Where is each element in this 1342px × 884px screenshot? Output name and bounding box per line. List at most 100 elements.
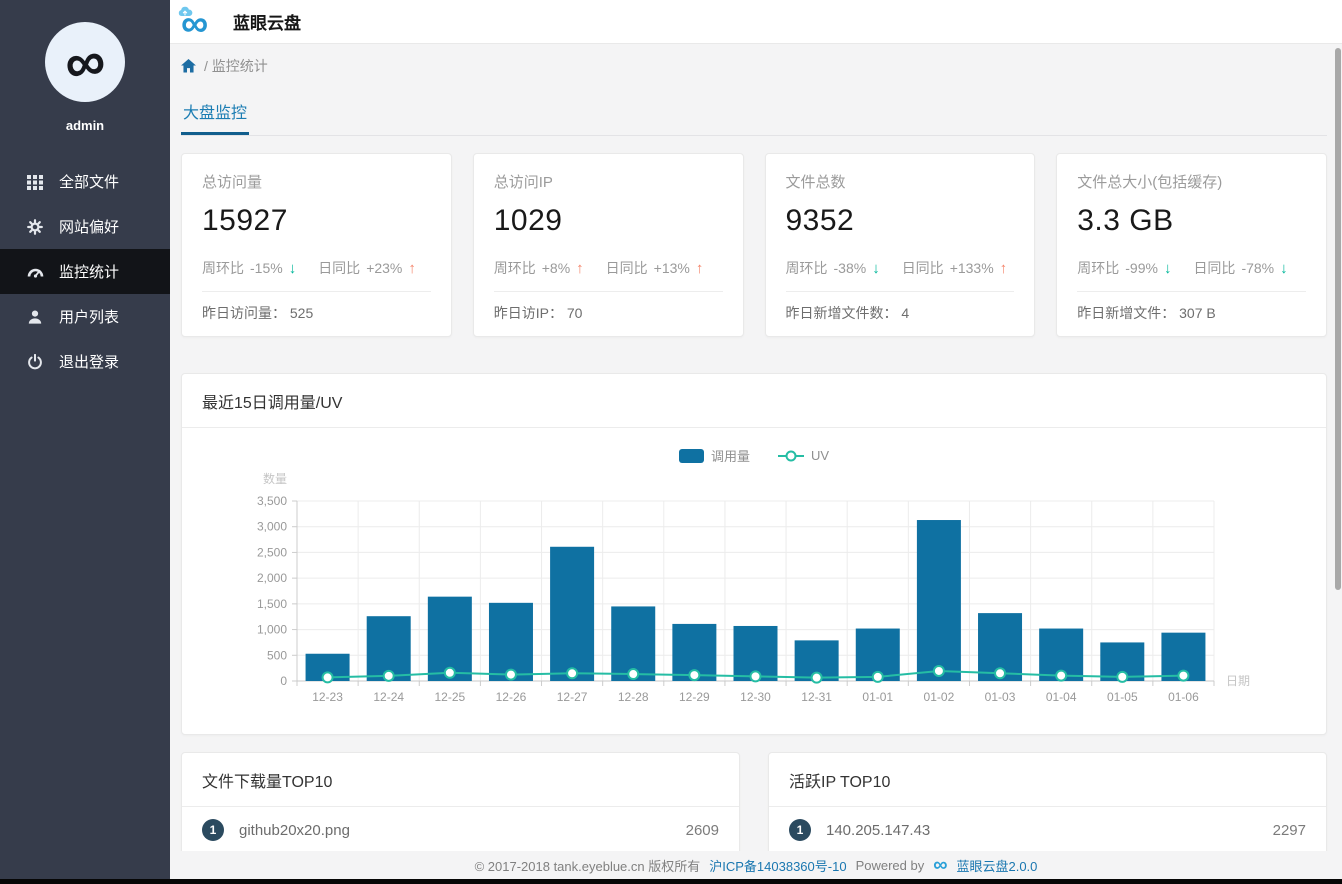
sidebar-item-preferences[interactable]: 网站偏好 <box>0 204 170 249</box>
stat-footer: 昨日新增文件： 307 B <box>1077 305 1216 321</box>
svg-text:12-23: 12-23 <box>312 690 343 704</box>
power-icon <box>27 353 44 370</box>
svg-text:01-03: 01-03 <box>985 690 1016 704</box>
grid-icon <box>27 174 44 190</box>
stat-trends: 周环比 -38% ↓ 日同比 +133% ↑ <box>785 259 1008 277</box>
trend-arrow-icon: ↑ <box>576 259 584 277</box>
trend-arrow-icon: ↓ <box>872 259 880 277</box>
svg-text:01-04: 01-04 <box>1046 690 1077 704</box>
legend-item-calls[interactable]: 调用量 <box>678 446 750 465</box>
stat-trends: 周环比 -15% ↓ 日同比 +23% ↑ <box>202 259 416 277</box>
trend-arrow-icon: ↑ <box>408 259 416 277</box>
top-header: ∞ 蓝眼云盘 <box>170 0 1342 44</box>
svg-text:日期: 日期 <box>1226 674 1250 688</box>
rank-badge: 1 <box>202 819 224 841</box>
stat-footer: 昨日访问量： 525 <box>202 305 314 321</box>
stat-value: 1029 <box>493 204 563 237</box>
legend-item-uv[interactable]: UV <box>777 448 829 463</box>
list-title: 活跃IP TOP10 <box>769 753 1326 807</box>
svg-text:3,000: 3,000 <box>257 520 287 534</box>
user-icon <box>27 309 44 325</box>
page-scrollbar-thumb[interactable] <box>1335 48 1341 590</box>
copyright-text: © 2017-2018 tank.eyeblue.cn 版权所有 <box>474 858 701 874</box>
sidebar-item-label: 用户列表 <box>59 309 120 326</box>
sidebar-item-user-list[interactable]: 用户列表 <box>0 294 170 339</box>
stat-card-row: 总访问量 15927 周环比 -15% ↓ 日同比 +23% ↑ 昨日访问量： 525 … <box>181 153 1327 337</box>
stat-card-total-visits: 总访问量 15927 周环比 -15% ↓ 日同比 +23% ↑ 昨日访问量： 525 <box>181 153 452 337</box>
file-name: github20x20.png <box>239 821 350 839</box>
trend-arrow-icon: ↓ <box>1280 259 1288 277</box>
powered-by-text: Powered by <box>855 857 925 873</box>
svg-text:12-27: 12-27 <box>557 690 588 704</box>
breadcrumb: / 监控统计 <box>181 45 1327 87</box>
svg-text:01-05: 01-05 <box>1107 690 1138 704</box>
avatar-wrap: ∞ <box>0 0 170 102</box>
avatar[interactable]: ∞ <box>45 22 125 102</box>
divider <box>493 291 723 292</box>
sidebar: ∞ admin 全部文件 <box>0 0 170 879</box>
stat-footer: 昨日访IP： 70 <box>493 305 583 321</box>
infinity-logo-icon: ∞ <box>60 27 110 96</box>
list-title: 文件下载量TOP10 <box>182 753 739 807</box>
svg-text:01-06: 01-06 <box>1168 690 1199 704</box>
top-lists-row: 文件下载量TOP10 1 github20x20.png 2609 活跃IP T… <box>181 752 1327 851</box>
sidebar-item-logout[interactable]: 退出登录 <box>0 339 170 384</box>
stat-value: 3.3 GB <box>1077 204 1174 237</box>
svg-text:3,500: 3,500 <box>257 494 287 508</box>
stat-title: 总访问量 <box>202 174 263 191</box>
svg-text:0: 0 <box>280 674 287 688</box>
stat-card-total-files: 文件总数 9352 周环比 -38% ↓ 日同比 +133% ↑ 昨日新增文件数： 4 <box>764 153 1036 337</box>
visit-count: 2297 <box>1272 821 1306 839</box>
dashboard-icon <box>27 264 44 280</box>
page-footer: © 2017-2018 tank.eyeblue.cn 版权所有 沪ICP备14… <box>170 851 1342 879</box>
svg-text:12-28: 12-28 <box>618 690 649 704</box>
stat-card-total-size: 文件总大小(包括缓存) 3.3 GB 周环比 -99% ↓ 日同比 -78% ↓ 昨日新… <box>1056 153 1327 337</box>
chart-title: 最近15日调用量/UV <box>182 374 1326 428</box>
sidebar-item-label: 全部文件 <box>59 174 120 191</box>
stat-value: 9352 <box>785 204 855 237</box>
svg-text:12-29: 12-29 <box>679 690 710 704</box>
list-item: 1 github20x20.png 2609 <box>182 807 739 851</box>
download-count: 2609 <box>685 821 719 839</box>
trend-arrow-icon: ↓ <box>288 259 297 277</box>
svg-text:12-25: 12-25 <box>434 690 465 704</box>
stat-card-total-ips: 总访问IP 1029 周环比 +8% ↑ 日同比 +13% ↑ 昨日访IP： 70 <box>472 153 744 337</box>
legend-line-swatch <box>777 450 804 461</box>
svg-text:12-31: 12-31 <box>801 690 832 704</box>
file-download-top10-card: 文件下载量TOP10 1 github20x20.png 2609 <box>181 752 740 851</box>
trend-arrow-icon: ↓ <box>1163 259 1172 277</box>
legend-bar-swatch <box>678 448 704 463</box>
stat-title: 文件总大小(包括缓存) <box>1077 174 1223 191</box>
svg-text:01-02: 01-02 <box>924 690 955 704</box>
uv-chart: 0 500 1,000 1,500 2,000 2,500 3,000 3,500 12-23 1… <box>257 471 1250 704</box>
main-content: / 监控统计 大盘监控 总访问量 15927 周环比 -15% ↓ 日同比 +23% ↑… <box>170 45 1342 851</box>
rank-badge: 1 <box>789 819 811 841</box>
cloud-upload-icon <box>178 6 193 16</box>
tab-bar: 大盘监控 <box>181 95 1327 136</box>
stat-trends: 周环比 +8% ↑ 日同比 +13% ↑ <box>493 259 704 277</box>
breadcrumb-path: / 监控统计 <box>204 58 268 74</box>
svg-text:12-24: 12-24 <box>373 690 404 704</box>
stat-trends: 周环比 -99% ↓ 日同比 -78% ↓ <box>1077 259 1288 277</box>
svg-text:500: 500 <box>267 648 287 662</box>
tab-dashboard-monitor[interactable]: 大盘监控 <box>181 95 250 135</box>
uv-chart-card: 最近15日调用量/UV 调用量 UV 0 500 1,000 1,500 2,000 2,… <box>181 373 1327 735</box>
stat-footer: 昨日新增文件数： 4 <box>785 305 910 321</box>
svg-text:12-26: 12-26 <box>496 690 527 704</box>
home-icon[interactable] <box>181 59 196 73</box>
svg-text:2,500: 2,500 <box>257 545 287 559</box>
divider <box>202 291 431 292</box>
svg-text:数量: 数量 <box>263 471 287 486</box>
bottom-black-bar <box>0 879 1342 884</box>
product-link[interactable]: 蓝眼云盘2.0.0 <box>956 858 1038 874</box>
sidebar-item-monitor-stats[interactable]: 监控统计 <box>0 249 170 294</box>
divider <box>1077 291 1306 292</box>
sidebar-item-label: 退出登录 <box>59 354 120 371</box>
active-ip-top10-card: 活跃IP TOP10 1 140.205.147.43 2297 <box>768 752 1327 851</box>
icp-link[interactable]: 沪ICP备14038360号-10 <box>709 858 847 874</box>
ip-address: 140.205.147.43 <box>826 821 931 839</box>
app-logo[interactable]: ∞ <box>178 5 225 43</box>
sidebar-item-all-files[interactable]: 全部文件 <box>0 159 170 204</box>
svg-text:1,000: 1,000 <box>257 623 287 637</box>
chart-legend: 调用量 UV <box>182 434 1326 467</box>
